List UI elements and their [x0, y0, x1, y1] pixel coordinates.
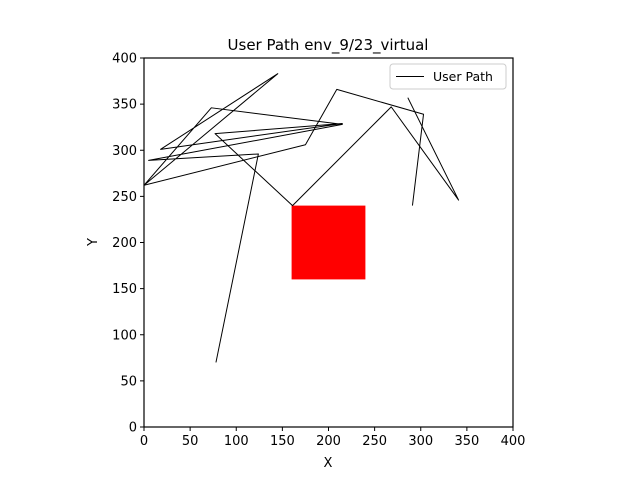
y-tick-label: 50 [120, 374, 137, 389]
y-tick-label: 300 [112, 144, 137, 159]
target-rectangle [291, 205, 366, 280]
legend: User Path [389, 63, 507, 90]
x-tick-label: 200 [316, 434, 341, 449]
y-tick-label: 400 [112, 52, 137, 67]
y-tick-label: 0 [129, 421, 137, 436]
chart-title: User Path env_9/23_virtual [228, 36, 429, 55]
x-tick-label: 50 [182, 434, 199, 449]
series-line-user-path-segment [144, 88, 425, 206]
legend-box [389, 63, 507, 90]
y-tick-label: 200 [112, 236, 137, 251]
plot-area [144, 73, 460, 363]
x-tick-label: 150 [270, 434, 295, 449]
y-tick-label: 150 [112, 282, 137, 297]
y-tick-label: 350 [112, 98, 137, 113]
x-tick-label: 300 [408, 434, 433, 449]
x-tick-label: 0 [140, 434, 148, 449]
series-line-user-path [144, 73, 460, 363]
y-tick-label: 250 [112, 190, 137, 205]
x-tick-label: 350 [454, 434, 479, 449]
x-axis-title: X [324, 456, 333, 471]
x-tick-label: 250 [362, 434, 387, 449]
x-tick-label: 400 [501, 434, 526, 449]
axes: 0 50 100 150 200 250 300 350 400 0 50 100 150 200 250 3… [112, 52, 525, 450]
x-tick-label: 100 [224, 434, 249, 449]
y-tick-label: 100 [112, 328, 137, 343]
y-axis-title: Y [86, 238, 101, 247]
legend-label: User Path [433, 69, 493, 84]
